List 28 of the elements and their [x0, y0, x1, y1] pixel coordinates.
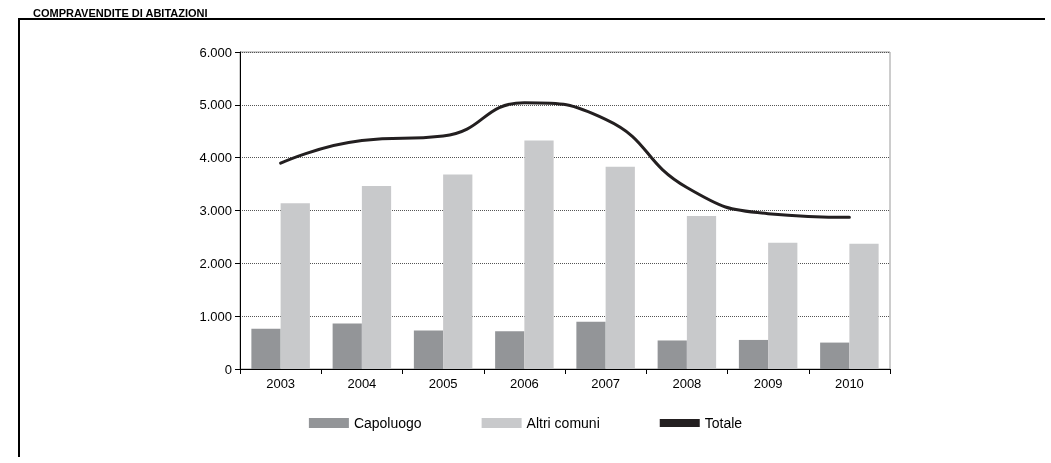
x-tick-label: 2006	[509, 376, 539, 391]
bar	[361, 185, 392, 369]
y-tick-label: 5.000	[199, 97, 232, 113]
y-tick-label: 4.000	[199, 150, 232, 166]
y-tick-label: 3.000	[199, 203, 232, 218]
bar	[849, 243, 879, 369]
legend-label: Capoluogo	[353, 415, 422, 431]
bar	[443, 174, 473, 369]
x-tick-label: 2009	[753, 376, 783, 391]
x-tick-label: 2005	[428, 376, 458, 391]
y-tick-label: 1.000	[199, 308, 232, 324]
bar	[686, 216, 717, 369]
bar	[605, 166, 635, 369]
bar	[524, 140, 554, 369]
x-tick-label: 2008	[672, 376, 702, 391]
y-tick-label: 2.000	[199, 255, 232, 271]
line-series	[279, 101, 851, 219]
x-tick-label: 2010	[834, 376, 864, 391]
legend-label: Altri comuni	[526, 415, 600, 431]
y-tick-label: 0	[224, 361, 232, 377]
text: COMPRAVENDITE DI ABITAZIONI	[33, 6, 208, 19]
x-tick-label: 2003	[266, 376, 296, 391]
legend-label: Totale	[704, 415, 743, 431]
x-tick-label: 2007	[591, 376, 621, 391]
bar	[768, 242, 798, 369]
bar	[280, 203, 310, 369]
x-tick-label: 2004	[347, 376, 377, 391]
y-tick-label: 6.000	[199, 44, 232, 60]
